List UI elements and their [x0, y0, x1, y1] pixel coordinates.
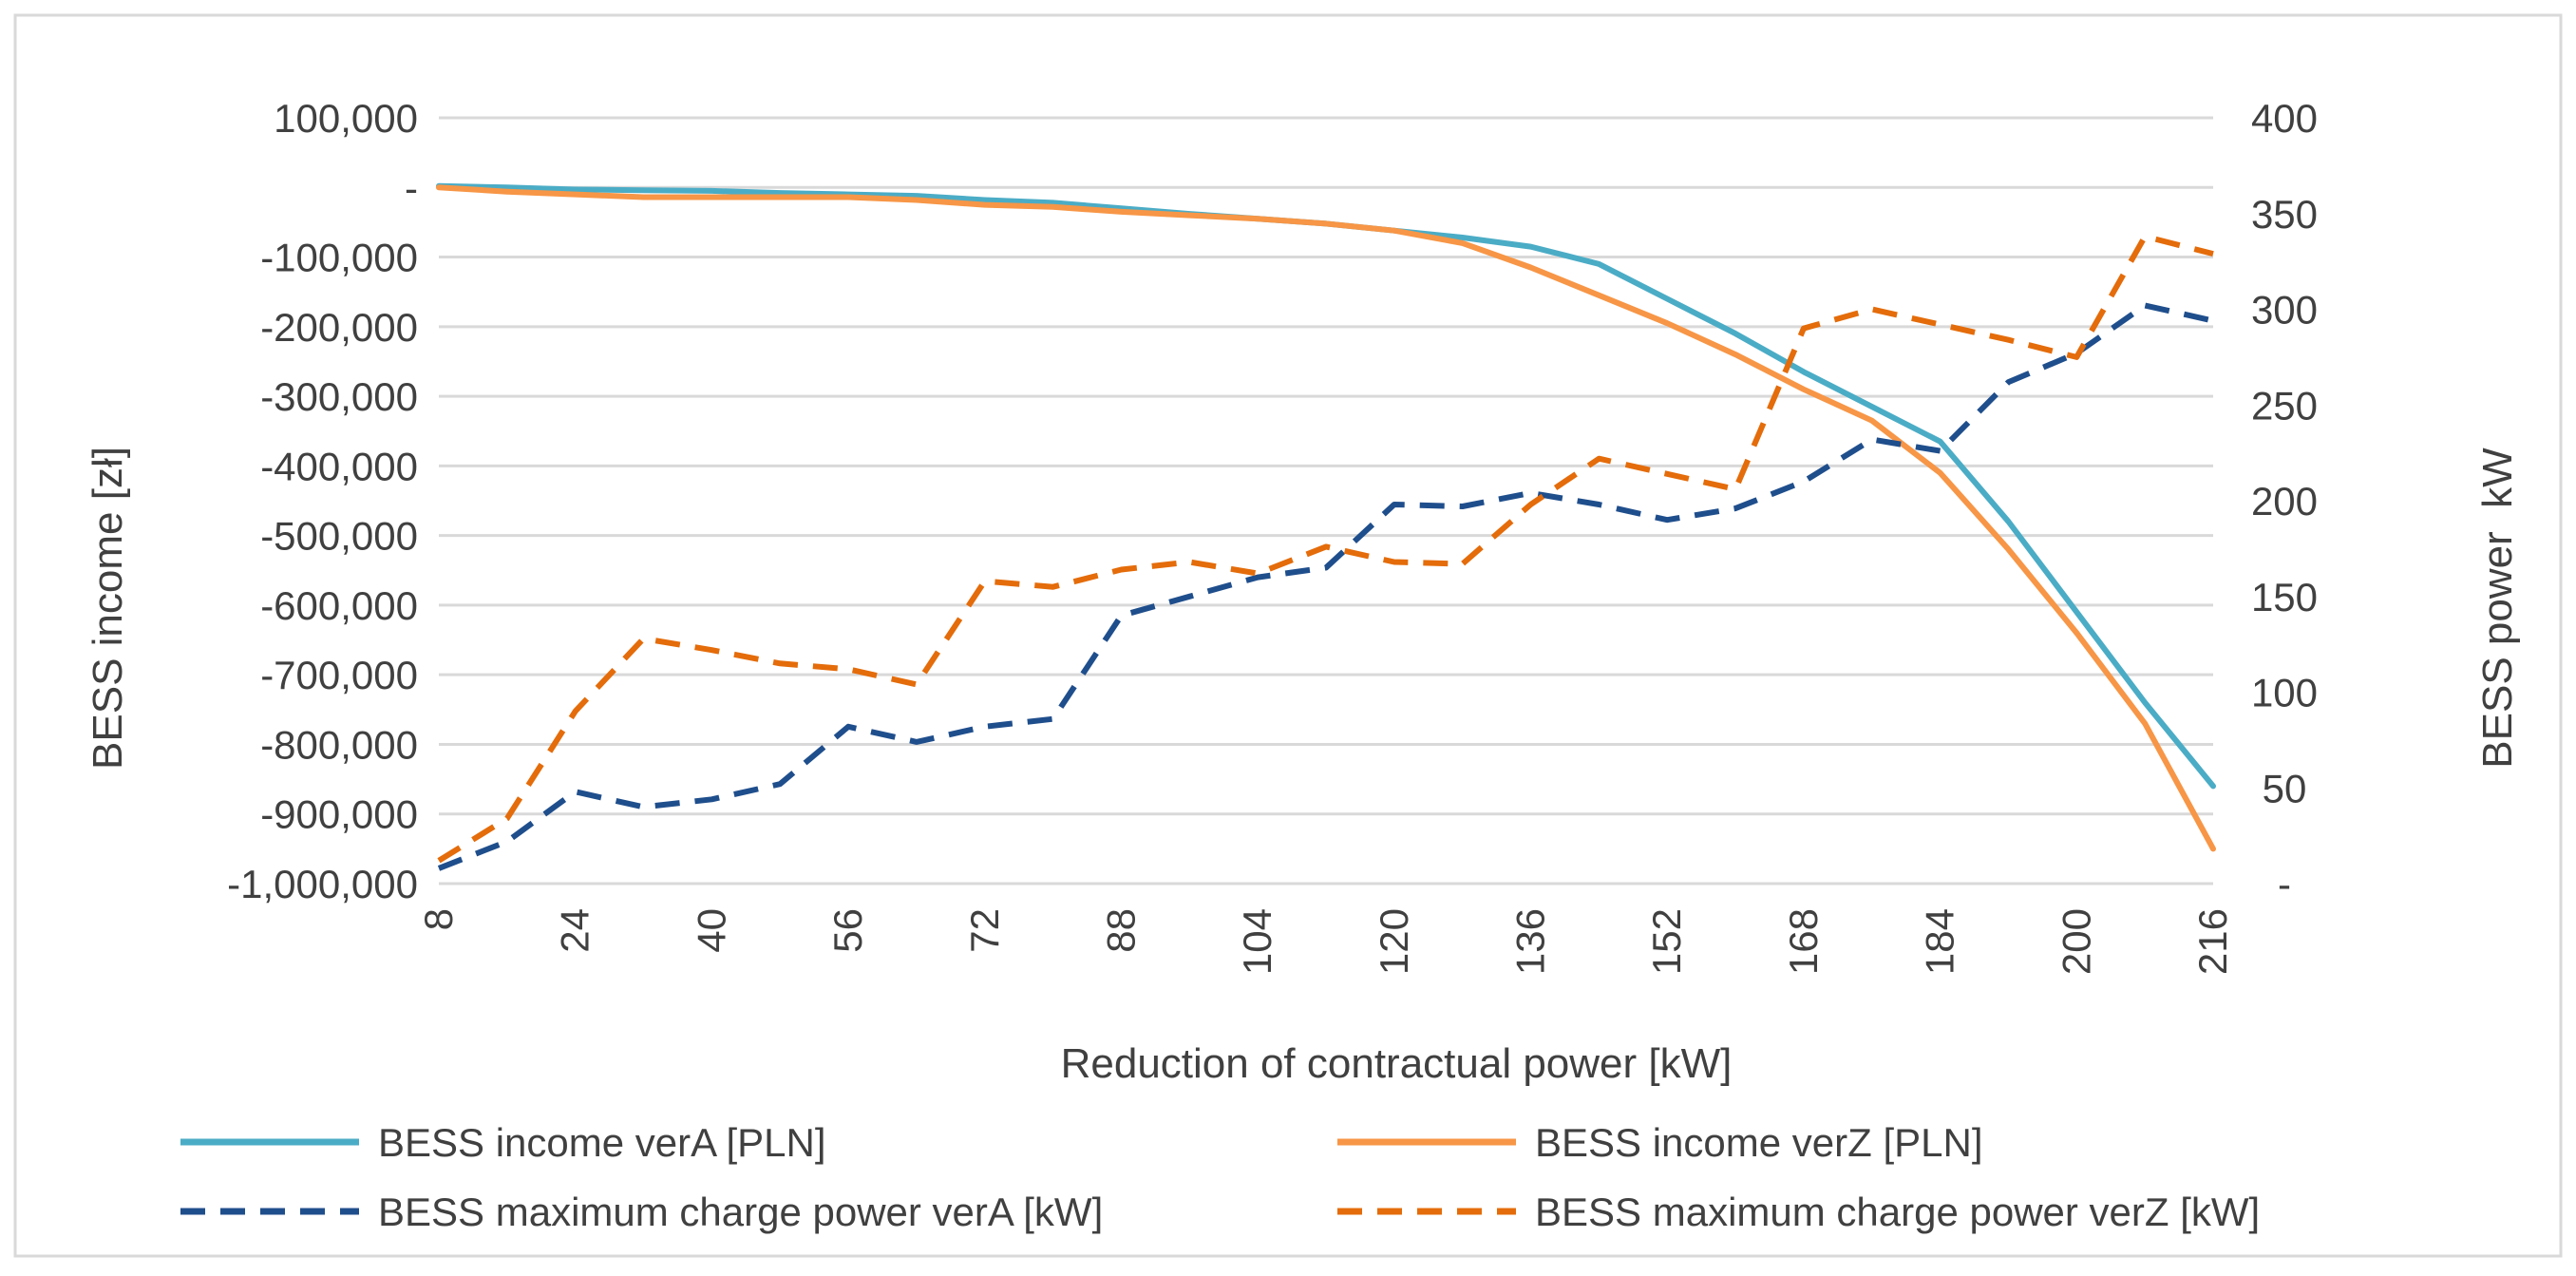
y-axis-title: BESS income [zł]: [85, 447, 131, 770]
y-tick-label: -200,000: [260, 305, 418, 350]
legend-label: BESS income verA [PLN]: [378, 1120, 826, 1165]
left-axis-ticks: 100,000 - -100,000 -200,000 -300,000 -400,000…: [227, 96, 418, 906]
series-line-3: [437, 302, 2214, 871]
x-tick-label: 8: [416, 908, 461, 930]
x-tick-label: 216: [2190, 908, 2235, 975]
right-axis-ticks: 400 350 300 250 200 150 100 50 -: [2251, 96, 2318, 906]
y2-tick-label: 250: [2251, 383, 2318, 428]
legend: BESS income verA [PLN] BESS income verZ […: [180, 1120, 2260, 1234]
y-tick-label: -: [405, 165, 418, 210]
y2-tick-label: 200: [2251, 479, 2318, 524]
y2-tick-label: 100: [2251, 671, 2318, 715]
y-tick-label: -400,000: [260, 444, 418, 488]
legend-label: BESS income verZ [PLN]: [1535, 1120, 1983, 1165]
y-tick-label: -100,000: [260, 236, 418, 280]
x-tick-label: 168: [1781, 908, 1826, 975]
legend-label: BESS maximum charge power verZ [kW]: [1535, 1190, 2260, 1234]
x-tick-label: 72: [962, 908, 1007, 953]
x-tick-label: 104: [1235, 908, 1279, 975]
series-lines: [436, 182, 2216, 871]
y-tick-label: -300,000: [260, 374, 418, 419]
y2-axis-title: BESS power kW: [2474, 448, 2521, 769]
x-tick-label: 136: [1508, 908, 1553, 975]
y2-tick-label: 300: [2251, 288, 2318, 333]
x-tick-label: 152: [1644, 908, 1689, 975]
x-tick-label: 120: [1372, 908, 1416, 975]
y-tick-label: -900,000: [260, 792, 418, 837]
series-line-2: [436, 184, 2216, 852]
series-line-4: [437, 233, 2214, 864]
y-tick-label: -600,000: [260, 583, 418, 628]
x-tick-label: 184: [1918, 908, 1962, 975]
x-tick-label: 40: [689, 908, 733, 953]
y-tick-label: -500,000: [260, 514, 418, 559]
x-tick-label: 88: [1098, 908, 1143, 953]
y-tick-label: 100,000: [274, 96, 418, 141]
x-tick-label: 24: [553, 908, 597, 953]
legend-label: BESS maximum charge power verA [kW]: [378, 1190, 1103, 1234]
y2-tick-label: 350: [2251, 192, 2318, 237]
y-tick-label: -1,000,000: [227, 862, 418, 906]
x-axis-title: Reduction of contractual power [kW]: [1061, 1040, 1733, 1087]
y2-tick-label: 150: [2251, 575, 2318, 619]
gridlines: [439, 116, 2213, 886]
x-tick-label: 56: [825, 908, 870, 953]
x-axis-ticks: 8 24 40 56 72 88 104 120 136 152 168 184 200 216: [416, 908, 2235, 975]
y2-tick-label: 400: [2251, 96, 2318, 141]
x-tick-label: 200: [2054, 908, 2098, 975]
y2-tick-label: 50: [2263, 766, 2307, 810]
y-tick-label: -800,000: [260, 722, 418, 767]
y2-tick-label: -: [2278, 862, 2291, 906]
y-tick-label: -700,000: [260, 653, 418, 697]
